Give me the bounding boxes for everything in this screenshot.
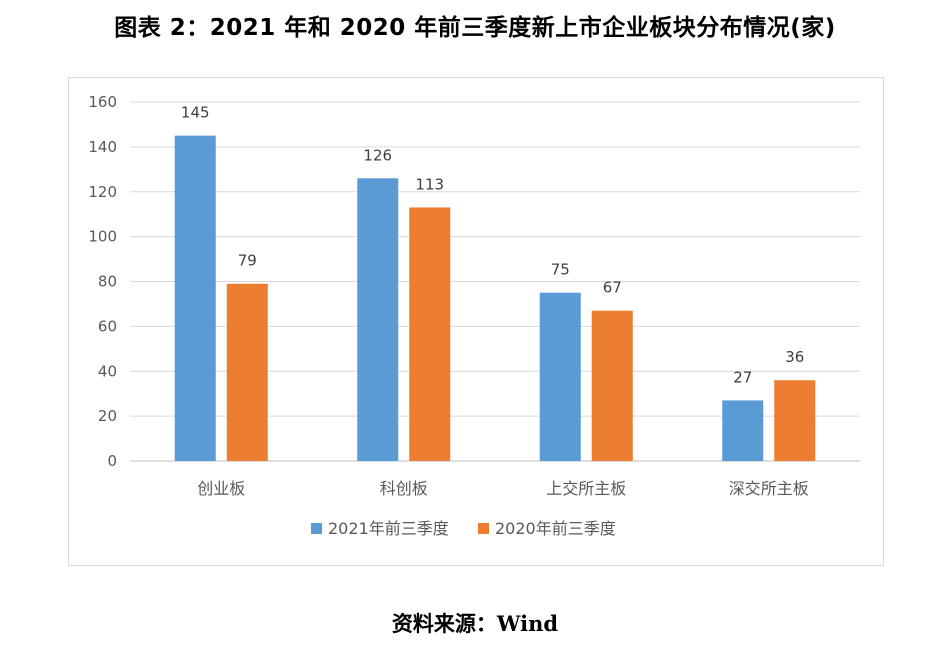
legend-label: 2020年前三季度	[495, 519, 616, 538]
x-category-label: 上交所主板	[546, 479, 626, 498]
source-note: 资料来源：Wind	[391, 611, 559, 636]
bar	[722, 400, 764, 461]
x-category-label: 科创板	[380, 479, 428, 498]
legend: 2021年前三季度 2020年前三季度	[311, 519, 616, 538]
y-tick-label: 40	[98, 362, 117, 380]
y-tick-label: 80	[98, 273, 117, 291]
data-label: 36	[785, 348, 804, 366]
y-tick-label: 0	[107, 452, 117, 470]
y-tick-label: 100	[88, 228, 117, 246]
bar	[357, 178, 399, 461]
y-tick-label: 60	[98, 317, 117, 335]
y-tick-label: 20	[98, 407, 117, 425]
x-axis-categories: 创业板 科创板 上交所主板 深交所主板	[197, 479, 809, 498]
bar	[591, 310, 633, 461]
data-label: 79	[238, 252, 257, 270]
bars	[174, 135, 816, 461]
data-label: 113	[415, 175, 444, 193]
bar	[409, 207, 451, 461]
chart-frame	[68, 77, 884, 566]
legend-label: 2021年前三季度	[328, 519, 449, 538]
data-label: 67	[603, 279, 622, 297]
y-tick-label: 160	[88, 93, 117, 111]
data-labels: 145 79 126 113 75 67 27 36	[181, 104, 804, 387]
legend-swatch	[311, 523, 322, 534]
y-axis-ticks: 0 20 40 60 80 100 120 140 160	[88, 93, 117, 470]
x-category-label: 创业板	[197, 479, 245, 498]
bar	[174, 135, 216, 461]
data-label: 145	[181, 104, 210, 122]
bar	[226, 283, 268, 461]
legend-swatch	[478, 523, 489, 534]
chart-title: 图表 2：2021 年和 2020 年前三季度新上市企业板块分布情况(家)	[114, 15, 836, 41]
y-tick-label: 120	[88, 183, 117, 201]
data-label: 126	[363, 146, 392, 164]
bar	[774, 380, 816, 461]
y-tick-label: 140	[88, 138, 117, 156]
bar	[539, 292, 581, 461]
x-category-label: 深交所主板	[729, 479, 809, 498]
data-label: 27	[733, 368, 752, 386]
data-label: 75	[551, 261, 570, 279]
